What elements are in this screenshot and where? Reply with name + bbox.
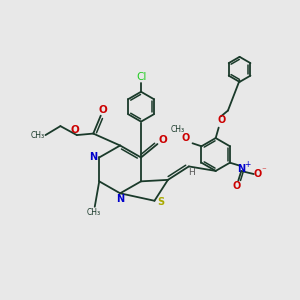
Text: N: N — [116, 194, 124, 204]
Text: CH₃: CH₃ — [31, 130, 45, 140]
Text: O: O — [218, 116, 226, 125]
Text: O: O — [253, 169, 262, 179]
Text: O: O — [98, 105, 107, 115]
Text: ⁻: ⁻ — [261, 167, 266, 176]
Text: O: O — [182, 133, 190, 143]
Text: CH₃: CH₃ — [87, 208, 101, 217]
Text: Cl: Cl — [136, 72, 146, 82]
Text: H: H — [188, 169, 195, 178]
Text: S: S — [158, 197, 165, 207]
Text: N: N — [89, 152, 97, 163]
Text: O: O — [158, 135, 167, 146]
Text: O: O — [233, 181, 241, 191]
Text: CH₃: CH₃ — [170, 125, 184, 134]
Text: N: N — [237, 164, 245, 174]
Text: O: O — [71, 125, 80, 135]
Text: +: + — [244, 160, 251, 169]
